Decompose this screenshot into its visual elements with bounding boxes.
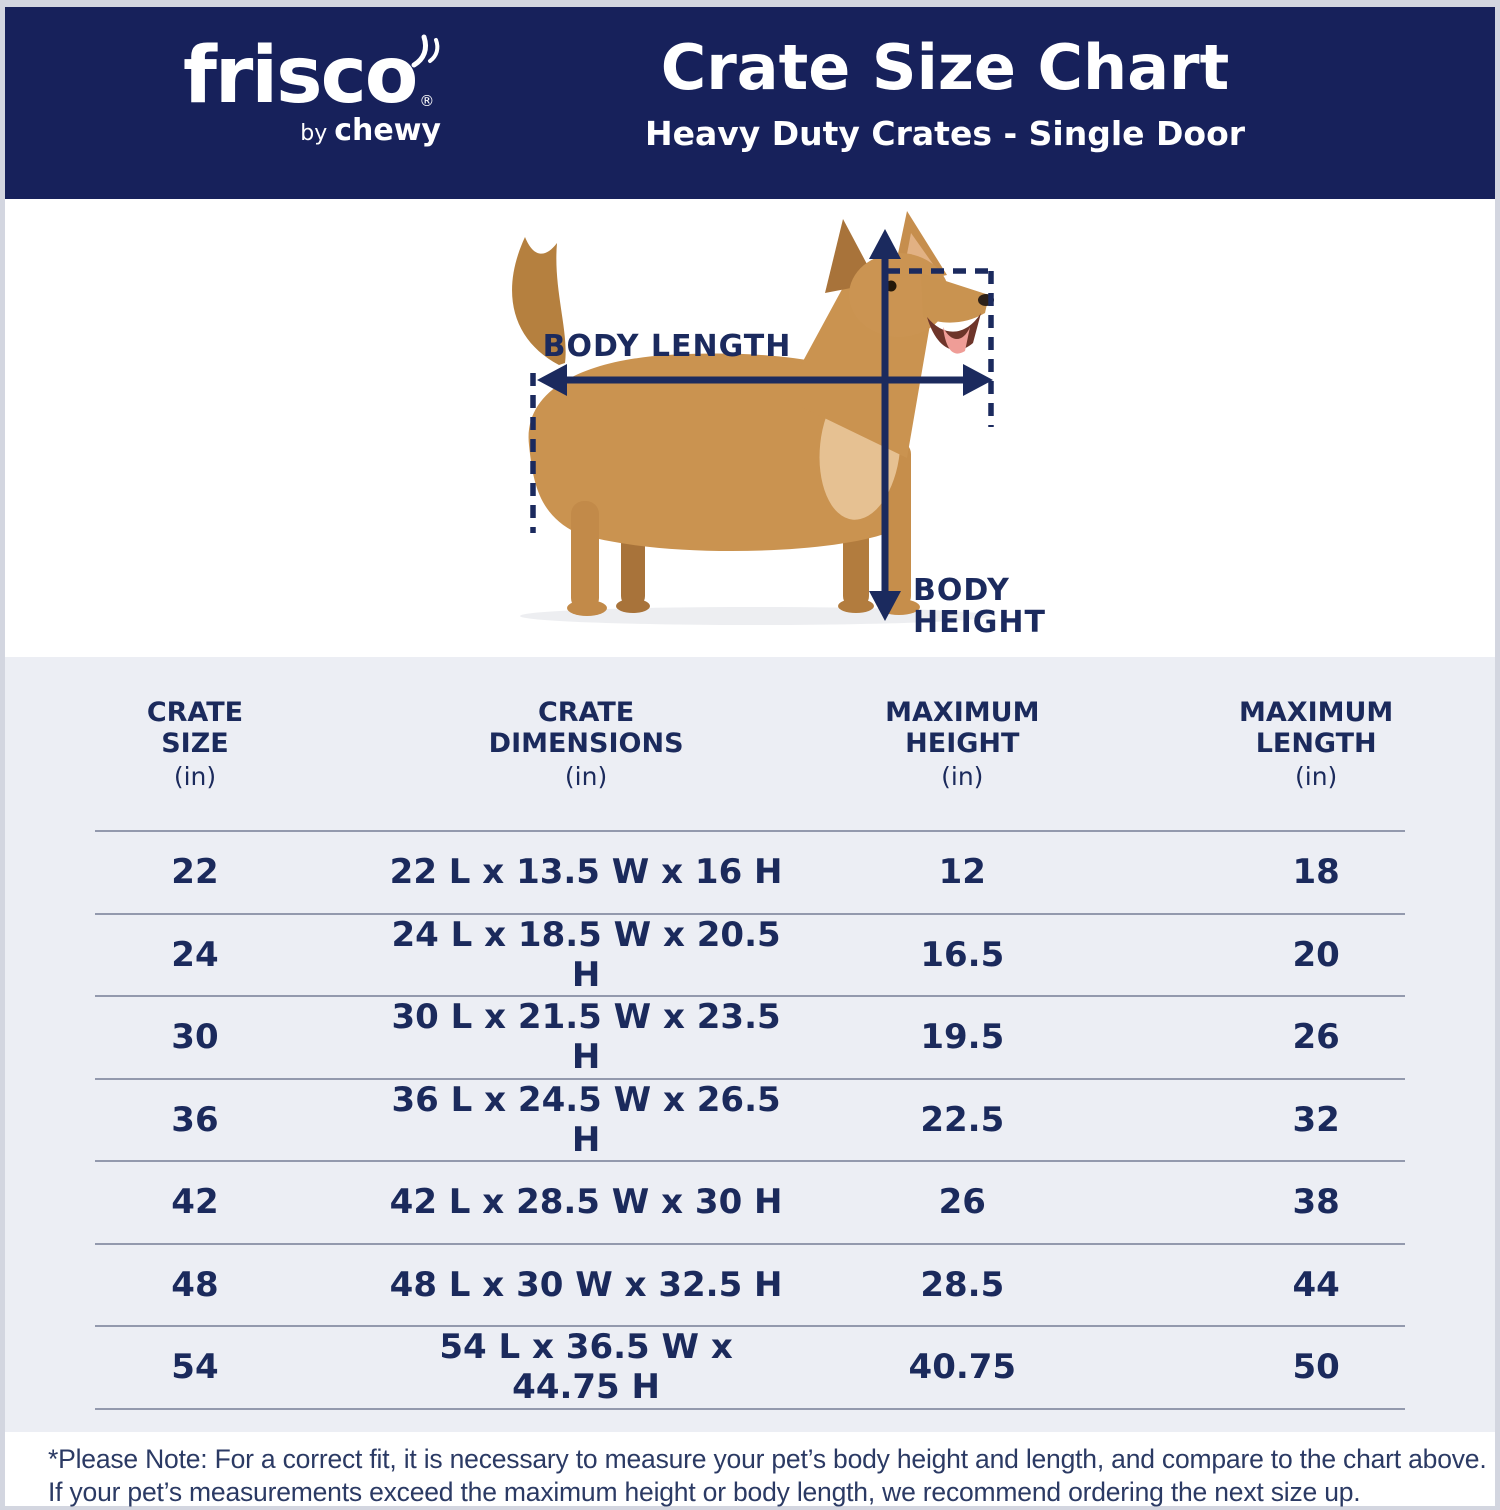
crate-dimensions-cell: 36 L x 24.5 W x 26.5 H (391, 1079, 781, 1160)
col-header-unit: (in) (564, 761, 608, 791)
col-header-maximum-length: MAXIMUM LENGTH (in) (1137, 697, 1495, 830)
row-divider (95, 1325, 1405, 1327)
body-height-arrow (869, 229, 901, 621)
by-chewy-row: by chewy (183, 113, 443, 148)
max-height-cell: 40.75 (908, 1347, 1017, 1388)
max-height-cell: 22.5 (920, 1099, 1005, 1140)
table-row: 42 42 L x 28.5 W x 30 H 26 38 (5, 1162, 1495, 1243)
max-length-cell: 44 (1292, 1264, 1340, 1305)
frisco-by-chewy-logo: frisco ® by chewy (183, 34, 443, 148)
max-height-cell: 16.5 (920, 934, 1005, 975)
col-header-text: MAXIMUM (885, 697, 1040, 728)
table-row: 24 24 L x 18.5 W x 20.5 H 16.5 20 (5, 915, 1495, 996)
col-header-text: DIMENSIONS (488, 728, 684, 760)
row-divider (95, 1077, 1405, 1080)
col-header-text: MAXIMUM (1239, 697, 1394, 728)
col-header-text: HEIGHT (905, 728, 1020, 760)
body-length-label: BODY LENGTH (543, 329, 792, 364)
crate-size-cell: 24 (171, 934, 219, 975)
table-row: 48 48 L x 30 W x 32.5 H 28.5 44 (5, 1245, 1495, 1326)
crate-size-cell: 30 (171, 1017, 219, 1058)
title-block: Crate Size Chart Heavy Duty Crates - Sin… (645, 35, 1245, 153)
max-height-cell: 26 (938, 1182, 986, 1223)
row-divider (95, 1242, 1405, 1245)
row-divider (95, 1407, 1405, 1410)
body-height-label-line1: BODY (913, 573, 1010, 608)
row-divider (95, 995, 1405, 997)
col-header-unit: (in) (1295, 761, 1338, 791)
dog-illustration (512, 211, 994, 616)
row-divider (95, 1160, 1405, 1162)
max-length-cell: 20 (1292, 934, 1340, 975)
measurement-guides (530, 268, 994, 533)
max-height-cell: 19.5 (920, 1017, 1005, 1058)
col-header-crate-size: CRATE SIZE (in) (5, 697, 385, 830)
crate-size-cell: 22 (171, 852, 219, 893)
footnote-line1: *Please Note: For a correct fit, it is n… (48, 1444, 1487, 1474)
by-text: by (300, 121, 328, 146)
footnote-section: *Please Note: For a correct fit, it is n… (5, 1432, 1495, 1508)
crate-size-cell: 42 (171, 1182, 219, 1223)
crate-dimensions-cell: 24 L x 18.5 W x 20.5 H (391, 914, 781, 995)
crate-dimensions-cell: 54 L x 36.5 W x 44.75 H (439, 1327, 733, 1408)
registered-mark: ® (419, 92, 434, 110)
crate-dimensions-cell: 22 L x 13.5 W x 16 H (389, 852, 783, 893)
max-length-cell: 26 (1292, 1017, 1340, 1058)
col-header-unit: (in) (941, 761, 984, 791)
table-row: 36 36 L x 24.5 W x 26.5 H 22.5 32 (5, 1080, 1495, 1161)
page-title: Crate Size Chart (660, 31, 1230, 104)
col-header-unit: (in) (173, 761, 217, 791)
crate-dimensions-cell: 30 L x 21.5 W x 23.5 H (391, 997, 781, 1078)
max-length-cell: 18 (1292, 852, 1340, 893)
footnote-line2: If your pet’s measurements exceed the ma… (48, 1477, 1361, 1508)
max-height-cell: 28.5 (920, 1264, 1005, 1305)
crate-dimensions-cell: 42 L x 28.5 W x 30 H (389, 1182, 783, 1223)
frisco-text: frisco (183, 31, 418, 121)
body-height-label-line2: HEIGHT (913, 605, 1046, 640)
table-row: 30 30 L x 21.5 W x 23.5 H 19.5 26 (5, 997, 1495, 1078)
row-divider (95, 830, 1405, 832)
max-height-cell: 12 (938, 852, 986, 893)
chewy-wordmark: chewy (334, 113, 441, 148)
col-header-crate-dimensions: CRATE DIMENSIONS (in) (385, 697, 787, 830)
crate-size-cell: 48 (171, 1264, 219, 1305)
col-header-maximum-height: MAXIMUM HEIGHT (in) (787, 697, 1137, 830)
dog-measurement-diagram: BODY LENGTH BODY HEIGHT (512, 211, 1046, 640)
crate-size-cell: 36 (171, 1099, 219, 1140)
tail-swoosh-icon (411, 34, 440, 68)
max-length-cell: 32 (1292, 1099, 1340, 1140)
max-length-cell: 38 (1292, 1182, 1340, 1223)
measurement-diagram-section: BODY LENGTH BODY HEIGHT (5, 199, 1495, 657)
col-header-text: CRATE (537, 697, 635, 728)
col-header-text: SIZE (161, 728, 229, 760)
table-row: 54 54 L x 36.5 W x 44.75 H 40.75 50 (5, 1327, 1495, 1408)
table-row: 22 22 L x 13.5 W x 16 H 12 18 (5, 832, 1495, 913)
size-chart-table: CRATE SIZE (in) CRATE DIMENSIONS (in) MA… (5, 657, 1495, 1432)
crate-dimensions-cell: 48 L x 30 W x 32.5 H (389, 1264, 783, 1305)
col-header-text: CRATE (146, 697, 244, 728)
header-banner: frisco ® by chewy Crate Size Chart Heavy… (5, 7, 1495, 199)
max-length-cell: 50 (1292, 1347, 1340, 1388)
crate-size-cell: 54 (171, 1347, 219, 1388)
page-subtitle: Heavy Duty Crates - Single Door (644, 114, 1246, 154)
table-header-row: CRATE SIZE (in) CRATE DIMENSIONS (in) MA… (5, 657, 1495, 830)
row-divider (95, 912, 1405, 915)
frisco-wordmark: frisco ® (183, 34, 440, 115)
body-length-arrow (537, 364, 993, 396)
col-header-text: LENGTH (1255, 728, 1377, 760)
